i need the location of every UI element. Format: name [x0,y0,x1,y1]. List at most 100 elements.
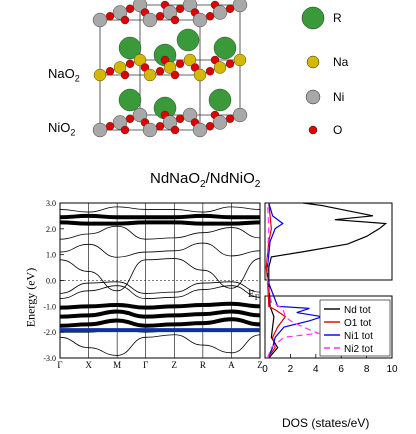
band-line [59,281,261,294]
atom-r [118,88,142,112]
atom-o [225,59,235,68]
y-tick-label: -1.0 [43,302,56,311]
atom-o [175,4,185,13]
atom-na [113,61,127,74]
k-point-label: Γ [143,360,148,370]
atom-o [105,67,115,76]
atom-o [170,125,180,135]
k-point-label: M [113,360,121,370]
atom-o [170,15,180,25]
y-tick-label: -2.0 [43,328,56,337]
dos-series-line [268,202,388,359]
atom-o [175,114,185,123]
dos-legend-label: Nd tot [344,305,371,316]
atom-o [125,4,135,13]
y-tick-label: 2.0 [46,225,56,234]
dos-legend-label: O1 tot [344,318,371,329]
dos-upper-frame [264,202,393,281]
k-point-label: Γ [57,360,62,370]
atom-o [120,15,130,25]
atom-na [133,53,147,67]
band-line [59,213,260,220]
legend-label-ni: Ni [333,90,344,104]
dos-series-line [266,202,323,359]
y-tick-label: 3.0 [46,199,56,208]
band-line [59,225,261,240]
band-line [59,242,261,258]
band-line [59,309,261,319]
dos-panel: 0 2 4 6 8 10 Nd tot O1 tot Ni1 tot Ni2 tot [262,202,398,375]
y-tick-label: 1.0 [46,251,56,260]
band-structure-panel: -3.0 -2.0 -1.0 0.0 1.0 2.0 3.0 Γ X M Γ Z R A Z [43,199,262,370]
band-line [59,285,261,299]
dos-x-axis-label: DOS (states/eV) [282,416,370,430]
dos-x-tick-label: 0 [262,364,268,375]
atom-o [105,12,115,21]
dos-x-tick-label: 6 [338,364,344,375]
dos-x-tick-label: 10 [386,364,398,375]
band-line [59,258,261,292]
legend-atom-o [308,125,318,135]
k-point-label: R [200,360,206,370]
atom-na [143,68,157,82]
k-point-label: Z [172,360,178,370]
atom-ni [232,107,248,123]
band-line [59,206,261,213]
atom-ni [92,12,108,28]
atom-o [125,59,135,68]
legend-label-o: O [333,123,342,137]
dos-lower-frame [264,295,393,359]
k-point-label: Z [257,360,263,370]
atom-na [233,53,247,67]
layer-label-nao2: NaO2 [48,66,80,84]
y-tick-label: -3.0 [43,354,56,363]
figure-title: NdNaO2/NdNiO2 [150,170,261,190]
band-line [59,317,261,328]
atom-na [93,68,107,82]
legend-label-r: R [333,11,342,25]
atom-ni [112,115,128,130]
atom-ni [232,0,248,13]
crystal-atoms: R Na Ni O [92,0,349,138]
dos-legend-label: Ni2 tot [344,344,373,355]
atom-ni [132,107,148,123]
fermi-level-label: EF [248,288,260,303]
atom-o [155,67,165,76]
legend-atom-na [306,55,320,69]
dos-curves [265,202,388,359]
atom-ni [92,122,108,138]
y-tick-label: 0.0 [46,277,56,286]
k-point-label: A [228,360,235,370]
layer-label-nio2: NiO2 [48,120,76,138]
atom-ni [182,107,198,123]
atom-o [225,114,235,123]
atom-r [208,88,232,112]
atom-o [225,4,235,13]
atom-o [205,67,215,76]
atom-o [120,125,130,135]
band-line [59,220,261,226]
atom-r [118,36,142,60]
atom-o [155,122,165,131]
atom-o [205,122,215,131]
dos-x-tick-label: 2 [288,364,294,375]
atom-ni [142,12,158,28]
atom-ni [112,5,128,20]
band-y-ticks: -3.0 -2.0 -1.0 0.0 1.0 2.0 3.0 [43,199,64,363]
dos-series-line [265,202,287,359]
atom-o [205,12,215,21]
atom-r [176,28,200,52]
dos-x-tick-label: 8 [364,364,370,375]
atom-o [170,70,180,80]
band-y-axis-label: Energy (eV) [23,267,38,328]
atom-ni [192,122,208,138]
atom-ni [162,5,178,20]
atom-o [155,12,165,21]
atom-o [105,122,115,131]
atom-na [193,68,207,82]
legend-atom-ni [305,89,321,105]
dos-legend: Nd tot O1 tot Ni1 tot Ni2 tot [319,299,391,357]
legend-atom-r [301,6,325,30]
